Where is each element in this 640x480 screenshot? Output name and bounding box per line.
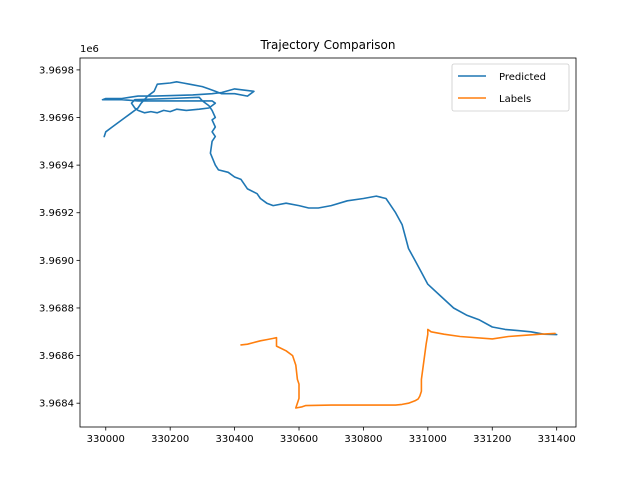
y-tick-label: 3.9696 (39, 113, 74, 124)
y-axis: 3.9684 3.9686 3.9688 3.9690 3.9692 3.9694 3.96… (39, 65, 80, 410)
y-tick-label: 3.9684 (39, 399, 74, 410)
y-offset-label: 1e6 (80, 44, 99, 55)
x-tick-label: 331200 (473, 434, 511, 445)
x-tick-label: 330600 (280, 434, 318, 445)
x-tick-label: 330200 (151, 434, 189, 445)
x-tick-label: 331000 (409, 434, 447, 445)
axes-frame (79, 57, 577, 428)
x-tick-label: 330800 (344, 434, 382, 445)
x-tick-label: 331400 (538, 434, 576, 445)
y-tick-label: 3.9694 (39, 161, 74, 172)
series-line-predicted (101, 81, 558, 336)
legend: Predicted Labels (451, 63, 570, 112)
series-line-labels (240, 328, 556, 409)
x-tick-label: 330400 (216, 434, 254, 445)
y-tick-label: 3.9692 (39, 208, 74, 219)
plot-area (101, 81, 558, 409)
chart-title: Trajectory Comparison (260, 38, 396, 52)
y-tick-label: 3.9686 (39, 351, 74, 362)
y-tick-label: 3.9690 (39, 256, 74, 267)
x-axis: 330000 330200 330400 330600 330800 331000 3312… (87, 427, 576, 445)
y-tick-label: 3.9698 (39, 65, 74, 76)
y-tick-label: 3.9688 (39, 303, 74, 314)
legend-label-predicted: Predicted (499, 72, 546, 83)
legend-label-labels: Labels (499, 94, 531, 105)
x-tick-label: 330000 (87, 434, 125, 445)
